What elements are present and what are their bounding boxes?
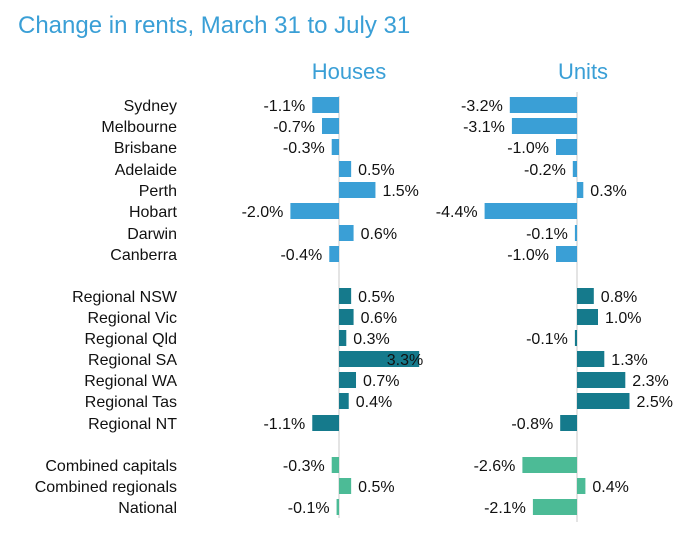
units-bar-brisbane	[556, 139, 577, 155]
category-labels: Sydney Melbourne Brisbane Adelaide Perth Hoba…	[35, 98, 178, 517]
category-label-perth: Perth	[139, 183, 177, 200]
houses-value-regional-wa: 0.7%	[363, 373, 399, 390]
houses-bar-perth	[339, 182, 376, 198]
units-value-regional-vic: 1.0%	[605, 310, 641, 327]
houses-bar-combined-capitals	[331, 457, 339, 473]
houses-panel: -1.1% -0.7% -0.3% 0.5% 1.5% -2.0% 0.6% -0.4% 0.5…	[242, 96, 423, 518]
houses-value-combined-regionals: 0.5%	[358, 479, 394, 496]
houses-value-sydney: -1.1%	[263, 98, 305, 115]
units-bar-combined-regionals	[577, 478, 586, 494]
units-value-canberra: -1.0%	[507, 247, 549, 264]
category-label-regional-nt: Regional NT	[88, 416, 177, 433]
houses-value-regional-qld: 0.3%	[353, 331, 389, 348]
category-label-darwin: Darwin	[127, 226, 177, 243]
houses-panel-title: Houses	[312, 59, 387, 84]
units-bar-regional-nt	[560, 415, 577, 431]
houses-value-regional-nt: -1.1%	[263, 416, 305, 433]
units-value-adelaide: -0.2%	[524, 162, 566, 179]
units-bar-regional-qld	[574, 330, 577, 346]
houses-value-regional-vic: 0.6%	[361, 310, 397, 327]
category-label-canberra: Canberra	[110, 247, 177, 264]
units-bar-national	[532, 499, 577, 515]
houses-bar-melbourne	[321, 118, 339, 134]
category-label-adelaide: Adelaide	[115, 162, 177, 179]
houses-bar-regional-nt	[312, 415, 339, 431]
units-value-regional-wa: 2.3%	[632, 373, 668, 390]
houses-value-regional-tas: 0.4%	[356, 394, 392, 411]
category-label-regional-tas: Regional Tas	[85, 394, 177, 411]
houses-value-adelaide: 0.5%	[358, 162, 394, 179]
category-label-regional-nsw: Regional NSW	[72, 289, 178, 306]
units-value-hobart: -4.4%	[436, 204, 478, 221]
category-label-hobart: Hobart	[129, 204, 178, 221]
units-value-darwin: -0.1%	[526, 226, 568, 243]
houses-bar-regional-qld	[339, 330, 347, 346]
units-bar-regional-wa	[577, 372, 626, 388]
houses-bar-canberra	[329, 246, 339, 262]
units-bar-regional-tas	[577, 393, 630, 409]
houses-value-regional-sa: 3.3%	[387, 352, 423, 369]
units-value-regional-sa: 1.3%	[611, 352, 647, 369]
houses-bar-regional-wa	[339, 372, 357, 388]
units-value-perth: 0.3%	[590, 183, 626, 200]
units-value-sydney: -3.2%	[461, 98, 503, 115]
houses-value-national: -0.1%	[288, 500, 330, 517]
units-value-regional-nt: -0.8%	[511, 416, 553, 433]
category-label-regional-qld: Regional Qld	[85, 331, 178, 348]
houses-value-perth: 1.5%	[382, 183, 418, 200]
units-bar-melbourne	[511, 118, 577, 134]
category-label-melbourne: Melbourne	[101, 119, 177, 136]
units-bar-regional-nsw	[577, 288, 594, 304]
units-value-regional-qld: -0.1%	[526, 331, 568, 348]
units-bar-hobart	[484, 203, 577, 219]
houses-value-hobart: -2.0%	[242, 204, 284, 221]
units-value-national: -2.1%	[484, 500, 526, 517]
category-label-combined-capitals: Combined capitals	[45, 458, 177, 475]
houses-bar-sydney	[312, 97, 339, 113]
category-label-sydney: Sydney	[124, 98, 177, 115]
units-value-combined-capitals: -2.6%	[474, 458, 516, 475]
units-panel: -3.2%-3.1%-1.0%-0.2%0.3%-4.4%-0.1%-1.0%0…	[436, 92, 673, 522]
houses-value-brisbane: -0.3%	[283, 140, 325, 157]
units-panel-title: Units	[558, 59, 608, 84]
houses-value-canberra: -0.4%	[280, 247, 322, 264]
houses-bar-combined-regionals	[339, 478, 352, 494]
houses-bar-regional-sa	[339, 351, 420, 367]
units-bar-sydney	[509, 97, 577, 113]
houses-bar-national	[336, 499, 339, 515]
category-label-national: National	[118, 500, 177, 517]
units-bar-regional-vic	[577, 309, 598, 325]
category-label-regional-sa: Regional SA	[88, 352, 177, 369]
units-bar-canberra	[556, 246, 577, 262]
houses-bar-regional-tas	[339, 393, 349, 409]
chart-title: Change in rents, March 31 to July 31	[18, 12, 410, 39]
category-label-regional-wa: Regional WA	[84, 373, 177, 390]
units-bar-adelaide	[572, 161, 577, 177]
houses-value-combined-capitals: -0.3%	[283, 458, 325, 475]
houses-bar-regional-nsw	[339, 288, 352, 304]
houses-bar-regional-vic	[339, 309, 354, 325]
units-bar-darwin	[574, 225, 577, 241]
units-value-melbourne: -3.1%	[463, 119, 505, 136]
houses-bar-adelaide	[339, 161, 352, 177]
houses-bar-hobart	[290, 203, 339, 219]
houses-value-melbourne: -0.7%	[273, 119, 315, 136]
houses-value-darwin: 0.6%	[361, 226, 397, 243]
units-value-regional-nsw: 0.8%	[601, 289, 637, 306]
units-value-combined-regionals: 0.4%	[592, 479, 628, 496]
houses-value-regional-nsw: 0.5%	[358, 289, 394, 306]
units-value-regional-tas: 2.5%	[637, 394, 673, 411]
units-value-brisbane: -1.0%	[507, 140, 549, 157]
category-label-combined-regionals: Combined regionals	[35, 479, 177, 496]
category-label-regional-vic: Regional Vic	[87, 310, 177, 327]
houses-bar-darwin	[339, 225, 354, 241]
units-bar-regional-sa	[577, 351, 605, 367]
units-bar-perth	[577, 182, 584, 198]
houses-bar-brisbane	[331, 139, 339, 155]
category-label-brisbane: Brisbane	[114, 140, 177, 157]
units-bar-combined-capitals	[522, 457, 577, 473]
